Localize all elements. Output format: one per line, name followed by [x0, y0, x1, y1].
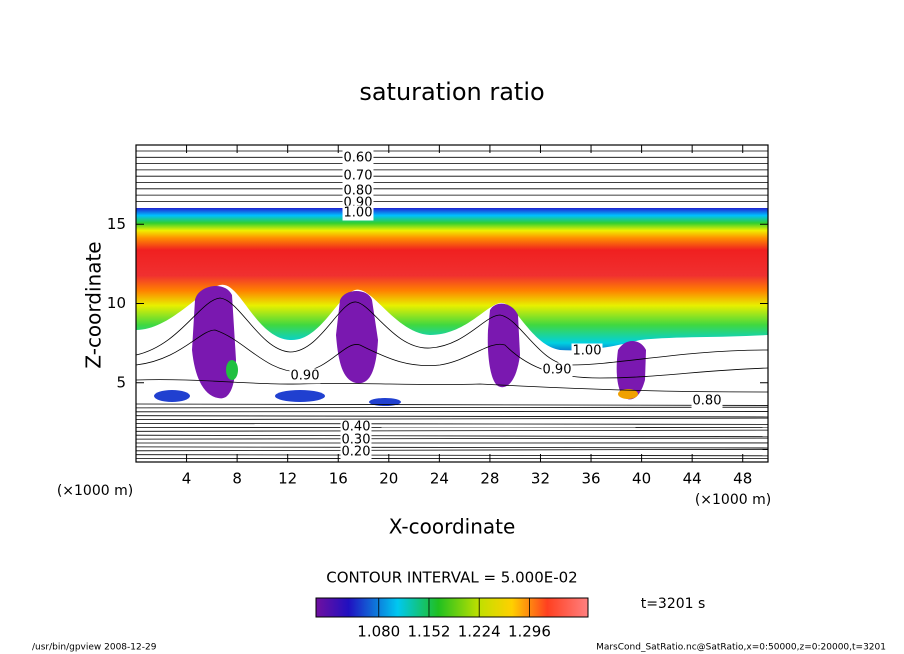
contour-label: 1.00 [344, 206, 373, 221]
contour-line [135, 437, 769, 440]
plume [616, 341, 646, 400]
x-axis-title: X-coordinate [389, 515, 516, 539]
blob [154, 390, 190, 402]
x-tick-label: 20 [379, 470, 398, 488]
x-tick-label: 32 [531, 470, 550, 488]
x-unit-right: (×1000 m) [695, 492, 771, 508]
blob [618, 389, 638, 399]
contour-line [135, 403, 769, 406]
footer-right: MarsCond_SatRatio.nc@SatRatio,x=0:50000,… [596, 643, 886, 653]
contour-label-bg [340, 432, 372, 448]
blob [369, 398, 401, 406]
colorbar [315, 597, 589, 618]
contour-label-bg [342, 150, 374, 166]
y-tick-label: 5 [116, 373, 126, 391]
contour-line [135, 448, 769, 452]
contour-label: 0.60 [344, 151, 373, 166]
blob [275, 390, 325, 402]
contour-label: 0.80 [344, 184, 373, 199]
time-label: t=3201 s [641, 596, 706, 612]
colorbar-tick-label: 1.080 [357, 623, 400, 641]
y-tick-label: 15 [107, 215, 126, 233]
contour-label: 0.20 [342, 445, 371, 460]
contour-line [135, 429, 769, 432]
contour-lines [135, 150, 769, 460]
contour-line [135, 454, 769, 457]
field [135, 208, 769, 406]
x-tick-label: 4 [182, 470, 192, 488]
chart-title: saturation ratio [359, 78, 544, 106]
contour-line [135, 417, 769, 421]
blob [226, 360, 238, 380]
contour-label-bg [342, 205, 374, 221]
contour-line [135, 415, 769, 418]
x-tick-label: 28 [480, 470, 499, 488]
contour-label: 1.00 [573, 344, 602, 359]
contour-label: 0.30 [342, 433, 371, 448]
plume [192, 285, 236, 399]
x-unit-left: (×1000 m) [57, 483, 133, 499]
contour-label-bg [571, 343, 603, 359]
x-tick-label: 16 [329, 470, 348, 488]
contour-label: 0.70 [344, 169, 373, 184]
contour-interval: CONTOUR INTERVAL = 5.000E-02 [326, 569, 577, 587]
plume [487, 303, 520, 388]
x-tick-label: 44 [683, 470, 702, 488]
y-axis-title: Z-coordinate [82, 241, 106, 368]
contour-line [135, 446, 769, 449]
x-tick-label: 36 [581, 470, 600, 488]
colorbar-tick-label: 1.152 [408, 623, 451, 641]
contour-line [135, 434, 769, 438]
contour-line [135, 423, 769, 425]
contour-label-bg [691, 393, 723, 409]
x-tick-label: 8 [232, 470, 242, 488]
contour-label-bg [541, 362, 573, 378]
contour-label: 0.90 [291, 369, 320, 384]
x-tick-label: 40 [632, 470, 651, 488]
contour-label-bg [340, 444, 372, 460]
contour-label: 0.90 [543, 363, 572, 378]
colorbar-tick-label: 1.224 [458, 623, 501, 641]
x-tick-label: 12 [278, 470, 297, 488]
contour-label: 0.80 [693, 394, 722, 409]
colorbar-tick-label: 1.296 [508, 623, 551, 641]
x-tick-label: 24 [430, 470, 449, 488]
contour-label-bg [342, 183, 374, 199]
footer-left: /usr/bin/gpview 2008-12-29 [32, 643, 157, 653]
contour-label: 0.40 [342, 420, 371, 435]
contour-label-bg [340, 419, 372, 435]
contour-label-bg [342, 168, 374, 184]
contour-line [135, 406, 769, 409]
contour-label-bg [289, 368, 321, 384]
y-tick-label: 10 [107, 294, 126, 312]
plume [336, 291, 378, 384]
x-tick-label: 48 [733, 470, 752, 488]
